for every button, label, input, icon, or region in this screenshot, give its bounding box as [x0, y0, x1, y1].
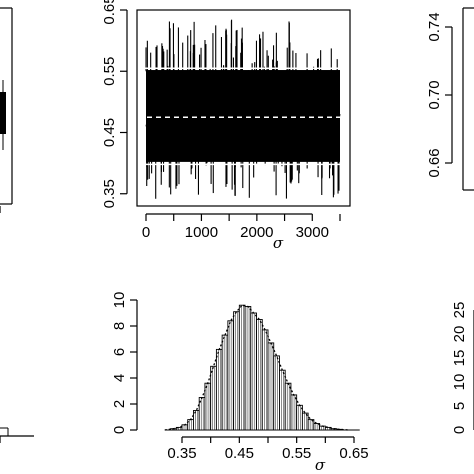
trace-sigma-y-axis: 0.35 0.45 0.55 0.65 [101, 0, 128, 208]
trace-y-tick-label: 0.65 [101, 0, 118, 25]
histogram-x-tick-label: 0.35 [167, 445, 196, 462]
histogram-right-partial-panel: 0 5 10 15 20 25 [451, 302, 474, 435]
histogram-sigma-panel: 0 2 4 6 8 10 0.35 0.45 0.55 0.65 σ [111, 292, 369, 474]
histogram-left-partial-panel [0, 427, 34, 443]
histogram-sigma-bars [164, 304, 360, 431]
trace-right-y-tick-label: 0.66 [426, 148, 443, 177]
histogram-right-y-tick-label: 20 [451, 326, 468, 343]
histogram-right-y-tick-label: 25 [451, 302, 468, 319]
trace-right-y-tick-label: 0.70 [426, 80, 443, 109]
histogram-bar [193, 410, 200, 431]
trace-y-tick-label: 0.45 [101, 118, 118, 147]
histogram-y-tick-label: 6 [111, 348, 128, 356]
histogram-y-tick-label: 8 [111, 322, 128, 330]
histogram-bar [233, 311, 240, 431]
trace-sigma-plot-frame [136, 9, 351, 207]
histogram-y-tick-label: 0 [111, 426, 128, 434]
histogram-right-y-tick-label: 10 [451, 374, 468, 391]
trace-right-y-axis: 0.66 0.70 0.74 [426, 12, 453, 178]
histogram-sigma-y-axis: 0 2 4 6 8 10 [111, 292, 138, 434]
trace-y-tick-label: 0.55 [101, 57, 118, 86]
trace-x-tick-label: 0 [142, 224, 150, 241]
trace-right-y-tick-label: 0.74 [426, 12, 443, 41]
histogram-bar [210, 365, 217, 431]
histogram-bar [244, 306, 252, 431]
histogram-bar [284, 382, 292, 431]
histogram-bar [227, 320, 235, 431]
histogram-bar [290, 394, 298, 431]
histogram-y-tick-label: 4 [111, 374, 128, 382]
trace-left-partial-panel [0, 7, 13, 213]
histogram-bar [256, 319, 263, 431]
trace-sigma-panel: 0.35 0.45 0.55 0.65 0 1000 2000 3000 σ [101, 0, 351, 252]
histogram-right-y-tick-label: 15 [451, 350, 468, 367]
histogram-right-y-tick-label: 0 [451, 426, 468, 434]
trace-dense-band [146, 70, 340, 162]
histogram-y-tick-label: 10 [111, 292, 128, 309]
histogram-bar [187, 419, 194, 431]
trace-y-tick-label: 0.35 [101, 179, 118, 208]
histogram-x-tick-label: 0.65 [339, 445, 368, 462]
histogram-x-tick-label: 0.45 [225, 445, 254, 462]
trace-series-line [145, 65, 341, 164]
histogram-bar [238, 304, 246, 431]
histogram-bar [215, 348, 223, 431]
histogram-sigma-x-axis: 0.35 0.45 0.55 0.65 [167, 436, 369, 462]
histogram-bar [261, 329, 269, 431]
histogram-x-tick-label: 0.55 [282, 445, 311, 462]
trace-sigma-series [145, 19, 341, 199]
trace-sigma-x-axis: 0 1000 2000 3000 [142, 213, 341, 241]
histogram-density-curve [164, 304, 349, 431]
histogram-bar [221, 334, 229, 431]
trace-x-tick-label: 2000 [240, 224, 273, 241]
trace-right-partial-panel: 0.66 0.70 0.74 [426, 7, 474, 191]
trace-x-tick-label: 3000 [296, 224, 329, 241]
histogram-right-y-axis: 0 5 10 15 20 25 [451, 302, 468, 435]
histogram-bar [250, 312, 257, 431]
histogram-bar [273, 355, 280, 431]
histogram-bar [181, 424, 189, 431]
histogram-bar [267, 342, 275, 431]
trace-x-tick-label: 1000 [185, 224, 218, 241]
histogram-right-y-tick-label: 5 [451, 402, 468, 410]
histogram-sigma-x-label: σ [315, 456, 326, 474]
histogram-bar [204, 382, 212, 431]
trace-sigma-x-label: σ [273, 234, 284, 252]
histogram-bar [279, 369, 286, 431]
histogram-y-tick-label: 2 [111, 400, 128, 408]
